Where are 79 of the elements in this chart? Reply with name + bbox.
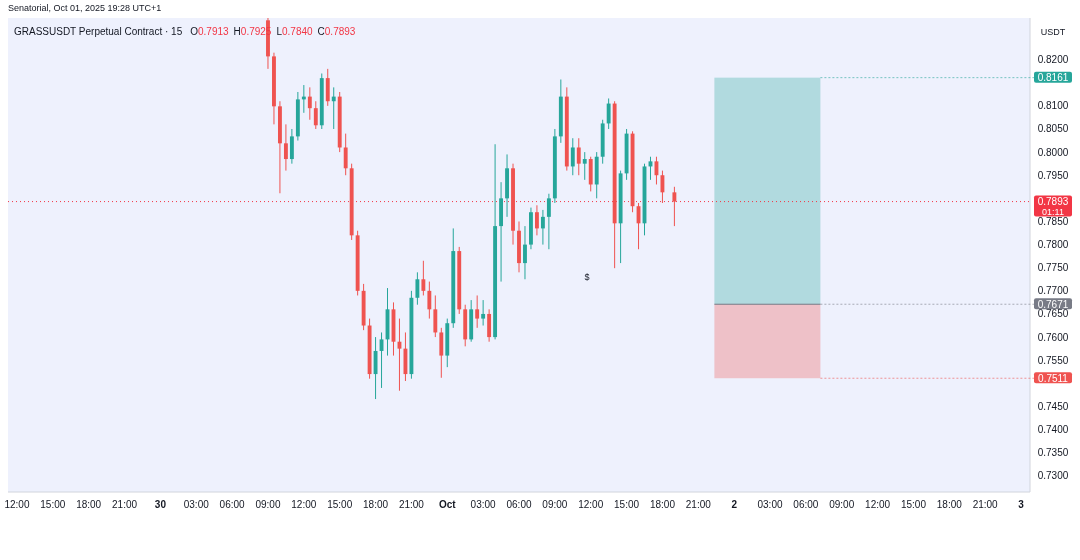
candlestick — [546, 193, 551, 250]
x-tick-label: 06:00 — [506, 499, 532, 510]
text: Senatorial, Oct 01, 2025 19:28 UTC+1 — [8, 3, 162, 13]
x-tick-label: 03:00 — [757, 499, 783, 510]
candlestick — [427, 281, 432, 320]
y-axis-title: USDT — [1040, 27, 1066, 37]
candlestick — [540, 209, 545, 246]
y-tick-label: 0.7350 — [1037, 447, 1069, 459]
x-tick-label: 12:00 — [865, 499, 891, 510]
candlestick — [570, 137, 575, 176]
candlestick — [415, 271, 420, 306]
x-tick-label: 06:00 — [219, 499, 246, 510]
x-tick-label: 18:00 — [76, 499, 102, 510]
x-tick-label: 30 — [154, 499, 167, 510]
candlestick — [534, 204, 539, 236]
x-tick-label: 15:00 — [614, 499, 640, 510]
y-tick-label: 0.7700 — [1037, 285, 1069, 297]
candlestick — [672, 186, 677, 227]
candlestick — [307, 86, 312, 121]
y-tick-label: 0.7300 — [1037, 470, 1069, 482]
x-tick-label: 18:00 — [363, 499, 389, 510]
candlestick — [313, 100, 318, 130]
y-tick-label: 0.8100 — [1037, 100, 1069, 112]
candlestick — [487, 308, 492, 343]
x-tick-label: 09:00 — [829, 499, 855, 510]
x-tick-label: Oct — [438, 499, 457, 510]
y-tick-label: 0.7950 — [1037, 169, 1069, 181]
x-tick-label: 12:00 — [4, 499, 30, 510]
y-tick-label: 0.7750 — [1037, 262, 1069, 274]
y-tick-label: 0.7450 — [1037, 400, 1069, 412]
x-tick-label: 21:00 — [112, 499, 138, 510]
candlestick — [439, 327, 444, 379]
x-tick-label: 09:00 — [255, 499, 281, 510]
y-tick-label: 0.7600 — [1037, 331, 1069, 343]
candlestick — [421, 260, 426, 296]
y-tick-label: 0.7550 — [1037, 354, 1069, 366]
x-tick-label: 09:00 — [542, 499, 568, 510]
ref-line-label: 0.7671 — [1037, 298, 1069, 310]
candlestick — [481, 299, 486, 327]
annotation: $ — [584, 272, 590, 282]
y-tick-label: 0.7400 — [1037, 424, 1069, 436]
x-tick-label: 03:00 — [183, 499, 210, 510]
candlestick — [325, 68, 330, 107]
candlestick — [373, 336, 378, 400]
x-tick-label: 21:00 — [685, 499, 712, 510]
x-tick-label: 15:00 — [900, 499, 927, 510]
x-tick-label: 06:00 — [793, 499, 819, 510]
band-label: 0.7511 — [1038, 372, 1069, 384]
y-tick-label: 0.8200 — [1037, 54, 1069, 66]
candlestick — [475, 294, 480, 329]
x-tick-label: 15:00 — [327, 499, 353, 510]
x-tick-label: 12:00 — [291, 499, 317, 510]
y-tick-label: 0.8000 — [1037, 146, 1069, 158]
candlestick — [523, 225, 527, 280]
x-tick-label: 12:00 — [578, 499, 604, 510]
x-tick-label: 03:00 — [470, 499, 497, 510]
x-tick-label: 2 — [731, 499, 738, 510]
band-label: 0.8161 — [1037, 72, 1069, 84]
candlestick — [606, 97, 611, 130]
y-tick-label: 0.7650 — [1037, 308, 1069, 320]
x-tick-label: 15:00 — [40, 499, 66, 510]
candlestick — [576, 137, 581, 176]
candlestick — [289, 128, 294, 165]
y-tick-label: 0.8050 — [1037, 123, 1069, 135]
candlestick — [433, 294, 438, 338]
x-tick-label: 3 — [1018, 499, 1025, 510]
ref-line-label: 0.7893 — [1037, 196, 1069, 208]
candlestick — [283, 123, 288, 172]
text: GRASSUSDT Perpetual Contract · 15 — [14, 26, 183, 37]
candlestick — [660, 170, 665, 204]
x-tick-label: 21:00 — [972, 499, 999, 510]
y-tick-label: 0.7800 — [1037, 239, 1069, 251]
candlestick — [582, 151, 587, 181]
x-tick-label: 18:00 — [649, 499, 676, 510]
y-tick-label: 0.7850 — [1037, 215, 1069, 227]
text: 01:11 — [1042, 206, 1064, 217]
x-tick-label: 21:00 — [398, 499, 425, 510]
candlestick — [343, 133, 348, 176]
x-tick-label: 18:00 — [936, 499, 963, 510]
